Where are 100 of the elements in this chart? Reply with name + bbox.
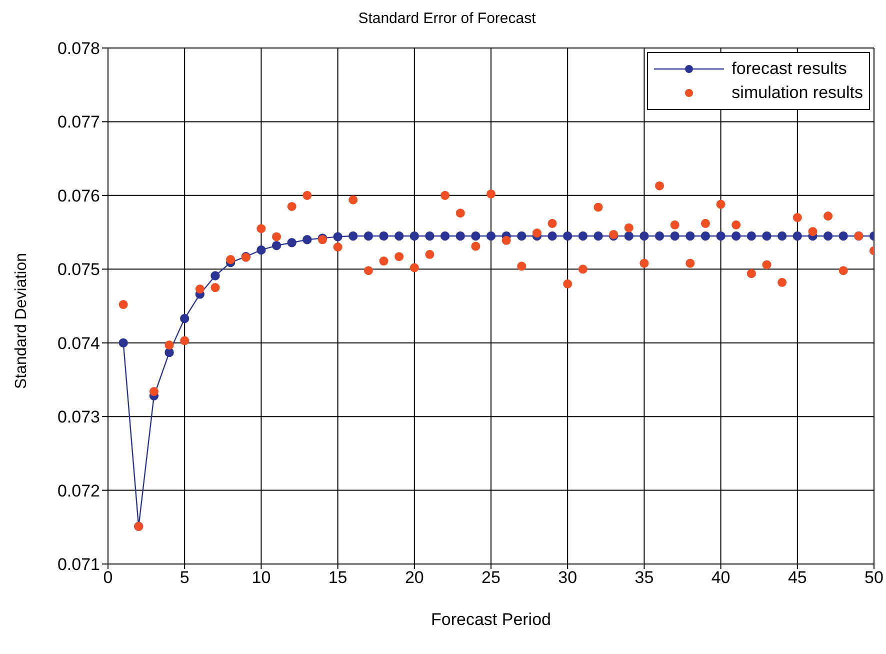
y-tick-label: 0.077 xyxy=(57,112,100,132)
point xyxy=(302,190,312,200)
point xyxy=(563,279,572,288)
point xyxy=(486,231,496,241)
point xyxy=(746,269,756,278)
x-tick-label: 30 xyxy=(558,568,578,588)
chart-title: Standard Error of Forecast xyxy=(357,10,537,27)
point xyxy=(778,278,787,287)
point xyxy=(379,231,388,241)
point xyxy=(195,284,204,294)
point xyxy=(410,231,419,241)
point xyxy=(792,231,802,241)
point xyxy=(364,266,373,276)
point xyxy=(532,228,542,238)
point xyxy=(471,231,480,241)
point xyxy=(640,258,649,268)
point xyxy=(563,231,572,241)
point xyxy=(302,235,312,244)
point xyxy=(824,212,833,221)
point xyxy=(364,231,374,241)
point xyxy=(655,181,664,190)
x-tick-label: 50 xyxy=(864,568,884,588)
x-tick-label: 15 xyxy=(328,568,348,588)
point xyxy=(149,387,158,396)
point xyxy=(440,231,450,241)
point xyxy=(210,283,220,292)
point xyxy=(272,232,282,242)
y-tick-label: 0.073 xyxy=(57,408,100,427)
point xyxy=(180,336,190,346)
point xyxy=(118,300,128,310)
point xyxy=(670,231,680,241)
point xyxy=(410,263,419,272)
point xyxy=(502,236,511,245)
point xyxy=(440,190,450,200)
point xyxy=(548,231,557,241)
point xyxy=(823,231,833,241)
y-tick-label: 0.076 xyxy=(57,186,100,206)
point xyxy=(287,238,296,248)
point xyxy=(210,271,220,280)
point xyxy=(517,262,526,271)
x-tick-label: 5 xyxy=(180,568,190,588)
point xyxy=(425,231,434,241)
point xyxy=(333,232,342,242)
point xyxy=(624,231,634,241)
point xyxy=(164,348,174,358)
point xyxy=(640,231,649,241)
point xyxy=(594,231,603,241)
point xyxy=(333,242,342,252)
point xyxy=(287,202,296,211)
point xyxy=(164,340,174,350)
point xyxy=(379,256,388,266)
point xyxy=(762,231,772,241)
x-tick-label: 0 xyxy=(103,568,113,588)
x-tick-label: 45 xyxy=(788,568,807,588)
point xyxy=(471,242,480,251)
point xyxy=(700,231,710,241)
point xyxy=(578,231,588,241)
point xyxy=(348,231,358,241)
legend-label: forecast results xyxy=(732,59,847,79)
y-tick-label: 0.072 xyxy=(57,481,100,500)
point xyxy=(517,231,526,241)
point xyxy=(746,231,756,241)
x-tick-label: 35 xyxy=(634,568,654,588)
point xyxy=(808,227,818,236)
point xyxy=(624,223,634,232)
point xyxy=(256,245,266,255)
point xyxy=(456,231,465,241)
y-tick-label: 0.075 xyxy=(57,260,100,280)
point xyxy=(700,218,710,228)
point xyxy=(762,260,772,270)
point xyxy=(732,231,741,241)
point xyxy=(394,231,404,241)
x-axis-title: Forecast Period xyxy=(430,610,552,630)
point xyxy=(732,220,741,230)
point xyxy=(670,220,680,230)
point xyxy=(226,255,236,264)
x-tick-label: 20 xyxy=(404,568,424,588)
point xyxy=(486,189,496,198)
point xyxy=(594,202,603,212)
point xyxy=(838,266,848,276)
point xyxy=(716,231,726,241)
x-tick-label: 25 xyxy=(482,568,500,588)
point xyxy=(256,224,266,234)
y-tick-label: 0.074 xyxy=(57,334,100,353)
point xyxy=(838,231,848,241)
point xyxy=(272,240,282,250)
legend-label: simulation results xyxy=(732,83,863,103)
point xyxy=(425,250,434,259)
y-axis-title: Standard Deviation xyxy=(13,252,31,390)
point xyxy=(792,213,802,222)
point xyxy=(118,338,128,348)
x-tick-label: 10 xyxy=(252,568,271,588)
point xyxy=(456,208,465,218)
point xyxy=(686,231,695,241)
y-tick-label: 0.071 xyxy=(57,555,100,574)
point xyxy=(777,231,787,241)
point xyxy=(654,231,664,241)
point xyxy=(348,195,358,204)
point xyxy=(180,314,190,324)
point xyxy=(686,258,695,268)
